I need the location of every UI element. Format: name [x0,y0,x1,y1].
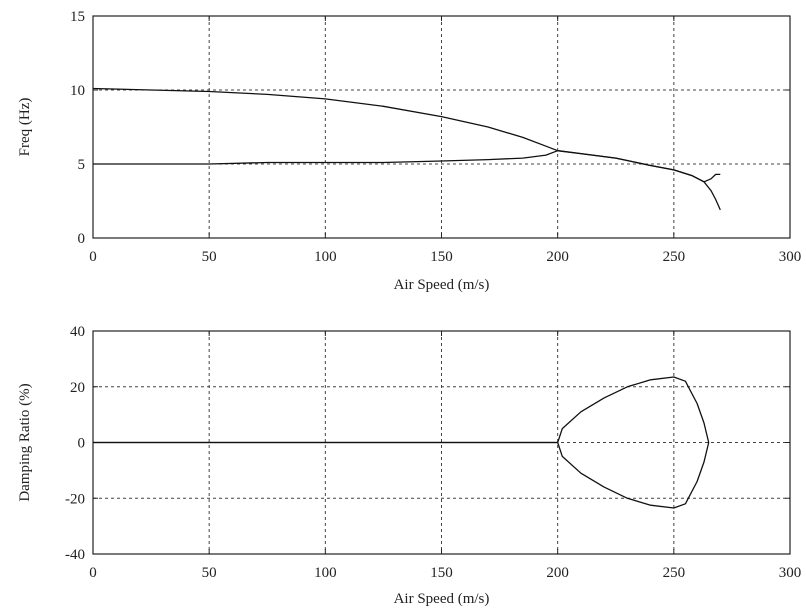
damping-series-2-line [93,441,710,509]
freq-x-axis-label: Air Speed (m/s) [394,277,490,293]
freq-x-tick-label-6: 300 [779,249,802,265]
freq-y-tick-label-1: 5 [78,157,86,173]
damping-x-tick-label-2: 100 [314,565,337,581]
damping-x-tick-label-6: 300 [779,565,802,581]
damping-x-tick-label-3: 150 [430,565,453,581]
damping-y-tick-label-2: 0 [78,436,86,452]
damping-x-axis-label: Air Speed (m/s) [394,591,490,607]
freq-x-tick-label-5: 250 [663,249,686,265]
damping-y-tick-label-4: 40 [70,324,85,340]
freq-x-tick-label-0: 0 [89,249,97,265]
freq-series-2-line [93,150,721,183]
damping-y-tick-label-1: -20 [65,491,85,507]
freq-x-tick-label-1: 50 [202,249,217,265]
freq-series-1-line [92,87,721,211]
freq-y-tick-label-2: 10 [70,83,85,99]
damping-ratio-panel: 0 50 100 150 200 250 300 -40 -20 0 20 40 Air Speed (… [17,324,801,607]
freq-y-tick-label-0: 0 [78,231,86,247]
damping-x-tick-label-4: 200 [546,565,569,581]
freq-x-tick-label-2: 100 [314,249,337,265]
freq-x-tick-label-4: 200 [546,249,569,265]
freq-y-axis-label: Freq (Hz) [17,98,33,157]
freq-x-tick-label-3: 150 [430,249,453,265]
damping-x-tick-label-0: 0 [89,565,97,581]
damping-y-tick-label-3: 20 [70,380,85,396]
damping-x-tick-label-5: 250 [663,565,686,581]
damping-y-tick-label-0: -40 [65,547,85,563]
damping-x-tick-label-1: 50 [202,565,217,581]
frequency-panel: 0 50 100 150 200 250 300 0 5 10 15 Air Speed (m/s) F… [17,9,801,293]
freq-y-tick-label-3: 15 [70,9,85,25]
damping-y-axis-label: Damping Ratio (%) [17,383,33,501]
